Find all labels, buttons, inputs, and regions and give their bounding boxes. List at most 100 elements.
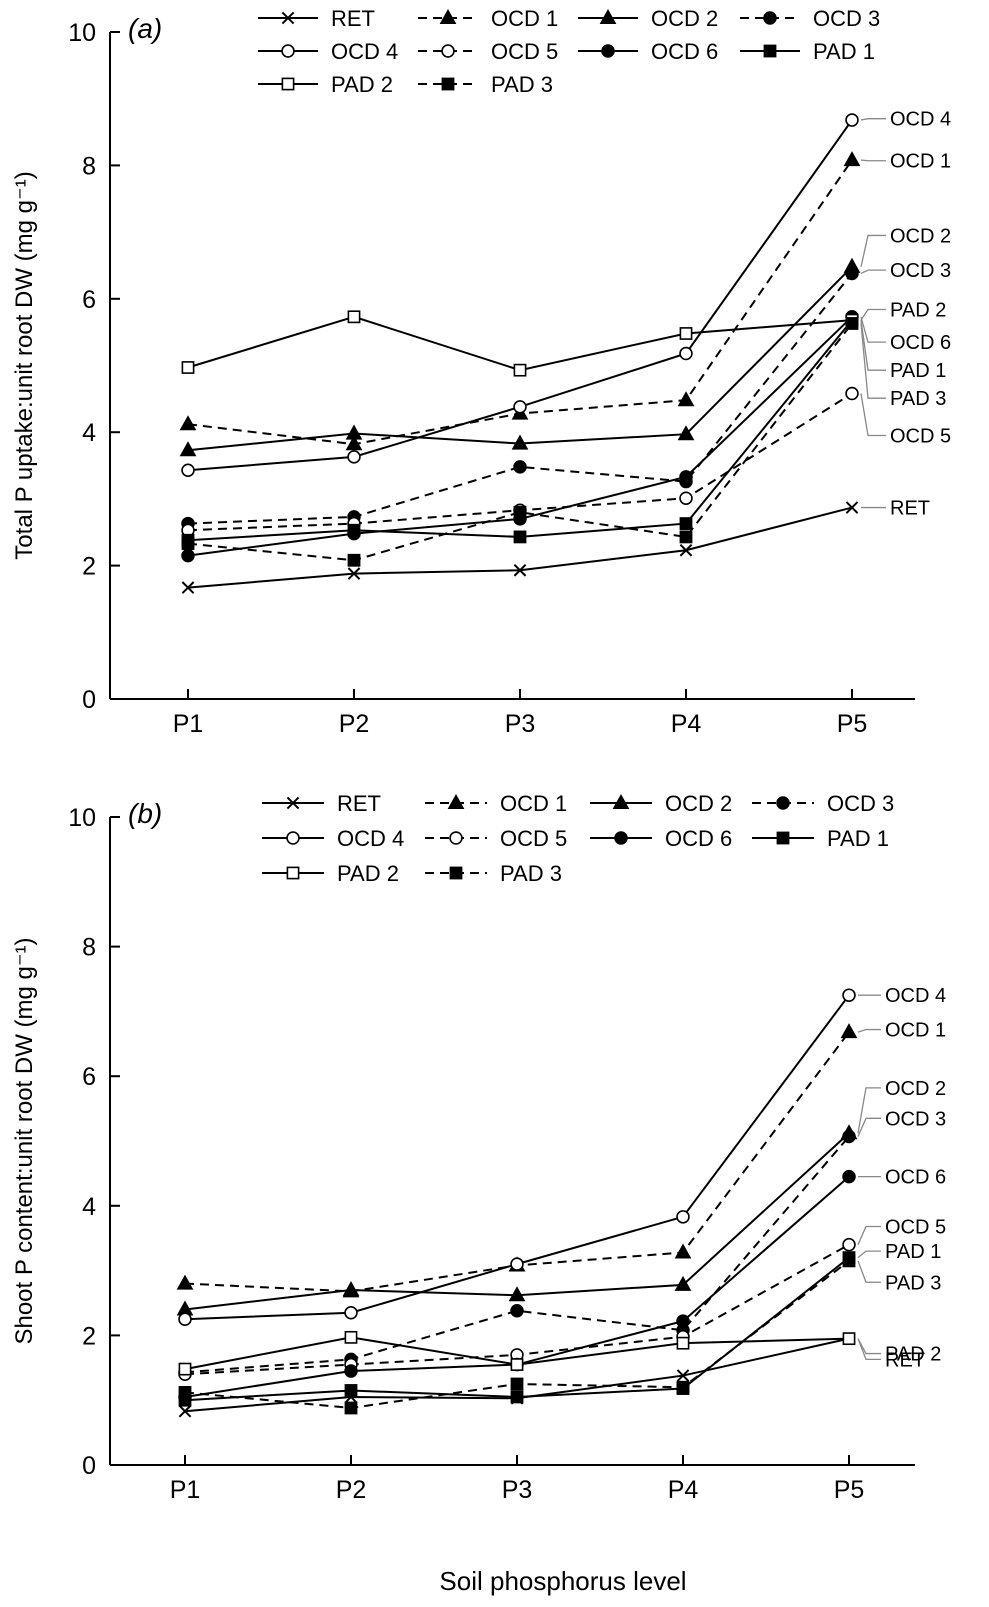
panel-a-series-pad-1-point	[513, 530, 527, 544]
panel-a-end-label-leader	[860, 393, 886, 437]
panel-b-series-ocd-1-point	[674, 1243, 692, 1259]
panel-b-y-tick-label: 6	[82, 1063, 96, 1091]
panel-b-series-ocd-2	[176, 1124, 858, 1316]
panel-a-series-pad-2-point	[181, 361, 195, 374]
panel-b-series-pad-3	[178, 1254, 856, 1415]
panel-a-legend-marker	[441, 44, 455, 58]
panel-b-legend-item-ocd-3: OCD 3	[752, 791, 894, 816]
panel-a-end-label-leader	[860, 269, 886, 275]
panel-a-legend-marker	[281, 44, 295, 58]
panel-b-series-ocd-1-point	[176, 1274, 194, 1290]
panel-a-legend-marker	[439, 9, 457, 25]
panel-b-legend-label: OCD 1	[500, 791, 567, 816]
panel-b-legend-marker	[286, 831, 300, 845]
panel-a-series-ocd-4	[181, 113, 859, 477]
panel-a-series-pad-3-line	[187, 322, 853, 562]
panel-a-legend-marker	[281, 11, 295, 25]
panel-b-legend: RET OCD 1 OCD 2 OCD 3 OCD 4 OCD 5 OCD 6 PAD 1 PA…	[262, 791, 894, 886]
panel-a-series-ocd-1-point	[179, 415, 197, 431]
panel-a-legend-marker	[763, 11, 777, 25]
panel-b-legend-item-pad-1: PAD 1	[752, 826, 889, 851]
panel-a-legend-item-ret: RET	[258, 6, 375, 31]
panel-a-legend-item-ocd-4: OCD 4	[258, 39, 398, 64]
panel-a-series-ocd-2	[179, 257, 861, 457]
panel-b-series-ocd-3-point	[842, 1129, 856, 1144]
panel-a-legend-label: PAD 2	[331, 72, 393, 97]
panel-a-legend-item-ocd-5: OCD 5	[418, 39, 558, 64]
panel-b-series-pad-1-point	[510, 1390, 524, 1404]
panel-b-end-label-ret: RET	[885, 1349, 925, 1371]
panel-b-y-tick-label: 4	[82, 1193, 96, 1221]
panel-a-legend-marker	[441, 77, 455, 91]
panel-a-end-label-leader	[860, 323, 886, 399]
panel-a-series-pad-2	[181, 310, 859, 377]
panel-a-end-label-leader	[860, 234, 886, 267]
panel-a-end-label-ocd-5: OCD 5	[890, 426, 951, 448]
panel-a-series-ocd-1-point	[345, 435, 363, 451]
panel-a-legend-label: OCD 5	[491, 39, 558, 64]
panel-a-series-ret-point	[513, 563, 527, 577]
panel-a-end-label-ocd-1: OCD 1	[890, 151, 951, 173]
panel-a-series-ocd-2-point	[345, 424, 363, 440]
panel-a-series-ocd-2-point	[677, 425, 695, 441]
panel-a-series-ret-point	[679, 543, 693, 557]
panel-a-series-pad-2-point	[679, 327, 693, 340]
panel-b-legend-item-ocd-1: OCD 1	[425, 791, 567, 816]
panel-b-y-axis-label: Shoot P content:unit root DW (mg g⁻¹)	[11, 937, 38, 1344]
panel-b-series-pad-1-point	[344, 1384, 358, 1397]
panel-a-y-tick-label: 4	[82, 419, 96, 447]
panel-b-legend-label: RET	[337, 791, 381, 816]
panel-b-series-ocd-2-point	[342, 1281, 360, 1297]
panel-b-legend-label: OCD 5	[500, 826, 567, 851]
panel-b-end-label-ocd-5: OCD 5	[885, 1217, 946, 1239]
panel-a-y-tick-label: 10	[68, 19, 96, 47]
panel-b-legend-marker	[286, 866, 300, 880]
panel-a-legend-label: OCD 1	[491, 6, 558, 31]
panel-a-legend-marker	[763, 44, 777, 58]
panel-b-legend-item-ocd-4: OCD 4	[262, 826, 404, 851]
panel-a-series-pad-3-point	[845, 317, 859, 330]
panel-b-legend-marker	[449, 831, 463, 845]
panel-a-end-label-leader	[860, 320, 886, 371]
panel-a-end-label-ret: RET	[890, 498, 930, 520]
panel-b-end-label-leader	[857, 1260, 881, 1283]
panel-a-series-ocd-2-point	[511, 434, 529, 450]
panel-b-legend-marker	[614, 831, 628, 845]
panel-a-legend-item-pad-2: PAD 2	[258, 72, 393, 97]
panel-a-legend-label: RET	[331, 6, 375, 31]
panel-b-end-label-ocd-1: OCD 1	[885, 1020, 946, 1042]
panel-b-series-ret-point	[178, 1404, 192, 1418]
panel-a-series-ocd-4-point	[513, 400, 527, 414]
panel-b-legend-item-ret: RET	[262, 791, 381, 816]
panel-a-series-ret	[181, 501, 859, 594]
panel-a-end-label-pad-2: PAD 2	[890, 299, 946, 321]
panel-a-series-pad-2-point	[513, 363, 527, 377]
panel-a-series-pad-2-line	[187, 315, 853, 372]
panel-a-series-pad-3-point	[347, 553, 361, 567]
panel-b-end-label-leader	[857, 1028, 881, 1033]
panel-a-series-ocd-4-point	[181, 463, 195, 477]
panel-b-series-pad-2-point	[676, 1336, 690, 1350]
panel-a-series-ret-point	[181, 581, 195, 594]
panel-a-legend-item-pad-1: PAD 1	[740, 39, 875, 64]
panel-b-series-ocd-1	[176, 1023, 858, 1298]
panel-a-legend-marker	[601, 44, 615, 58]
figure-x-axis-label: Soil phosphorus level	[439, 1566, 686, 1596]
panel-b-series-pad-3-point	[842, 1254, 856, 1268]
panel-b-y-tick-label: 2	[82, 1322, 96, 1350]
panel-b-series-ocd-6-point	[344, 1364, 358, 1378]
panel-a-legend-label: OCD 4	[331, 39, 398, 64]
panel-b-series-ocd-3-point	[510, 1304, 524, 1318]
panel-a-y-tick-label: 0	[82, 686, 96, 714]
panel-a-legend-item-ocd-6: OCD 6	[578, 39, 718, 64]
panel-a-x-tick-label: P4	[671, 710, 702, 738]
panel-b-end-label-ocd-2: OCD 2	[885, 1078, 946, 1100]
panel-a-legend-item-pad-3: PAD 3	[418, 72, 553, 97]
panel-b-series-pad-2-point	[510, 1358, 524, 1371]
panel-b-legend-marker	[286, 796, 300, 810]
panel-a-end-label-leader	[860, 308, 886, 321]
panel-b: 0 2 4 6 8 10 P1 P2 P3 P4 P5 Shoot P content:unit ro…	[11, 791, 946, 1504]
panel-a-series-pad-1-point	[347, 523, 361, 537]
panel-a-end-label-pad-3: PAD 3	[890, 388, 946, 410]
panel-b-end-label-ocd-4: OCD 4	[885, 985, 946, 1007]
